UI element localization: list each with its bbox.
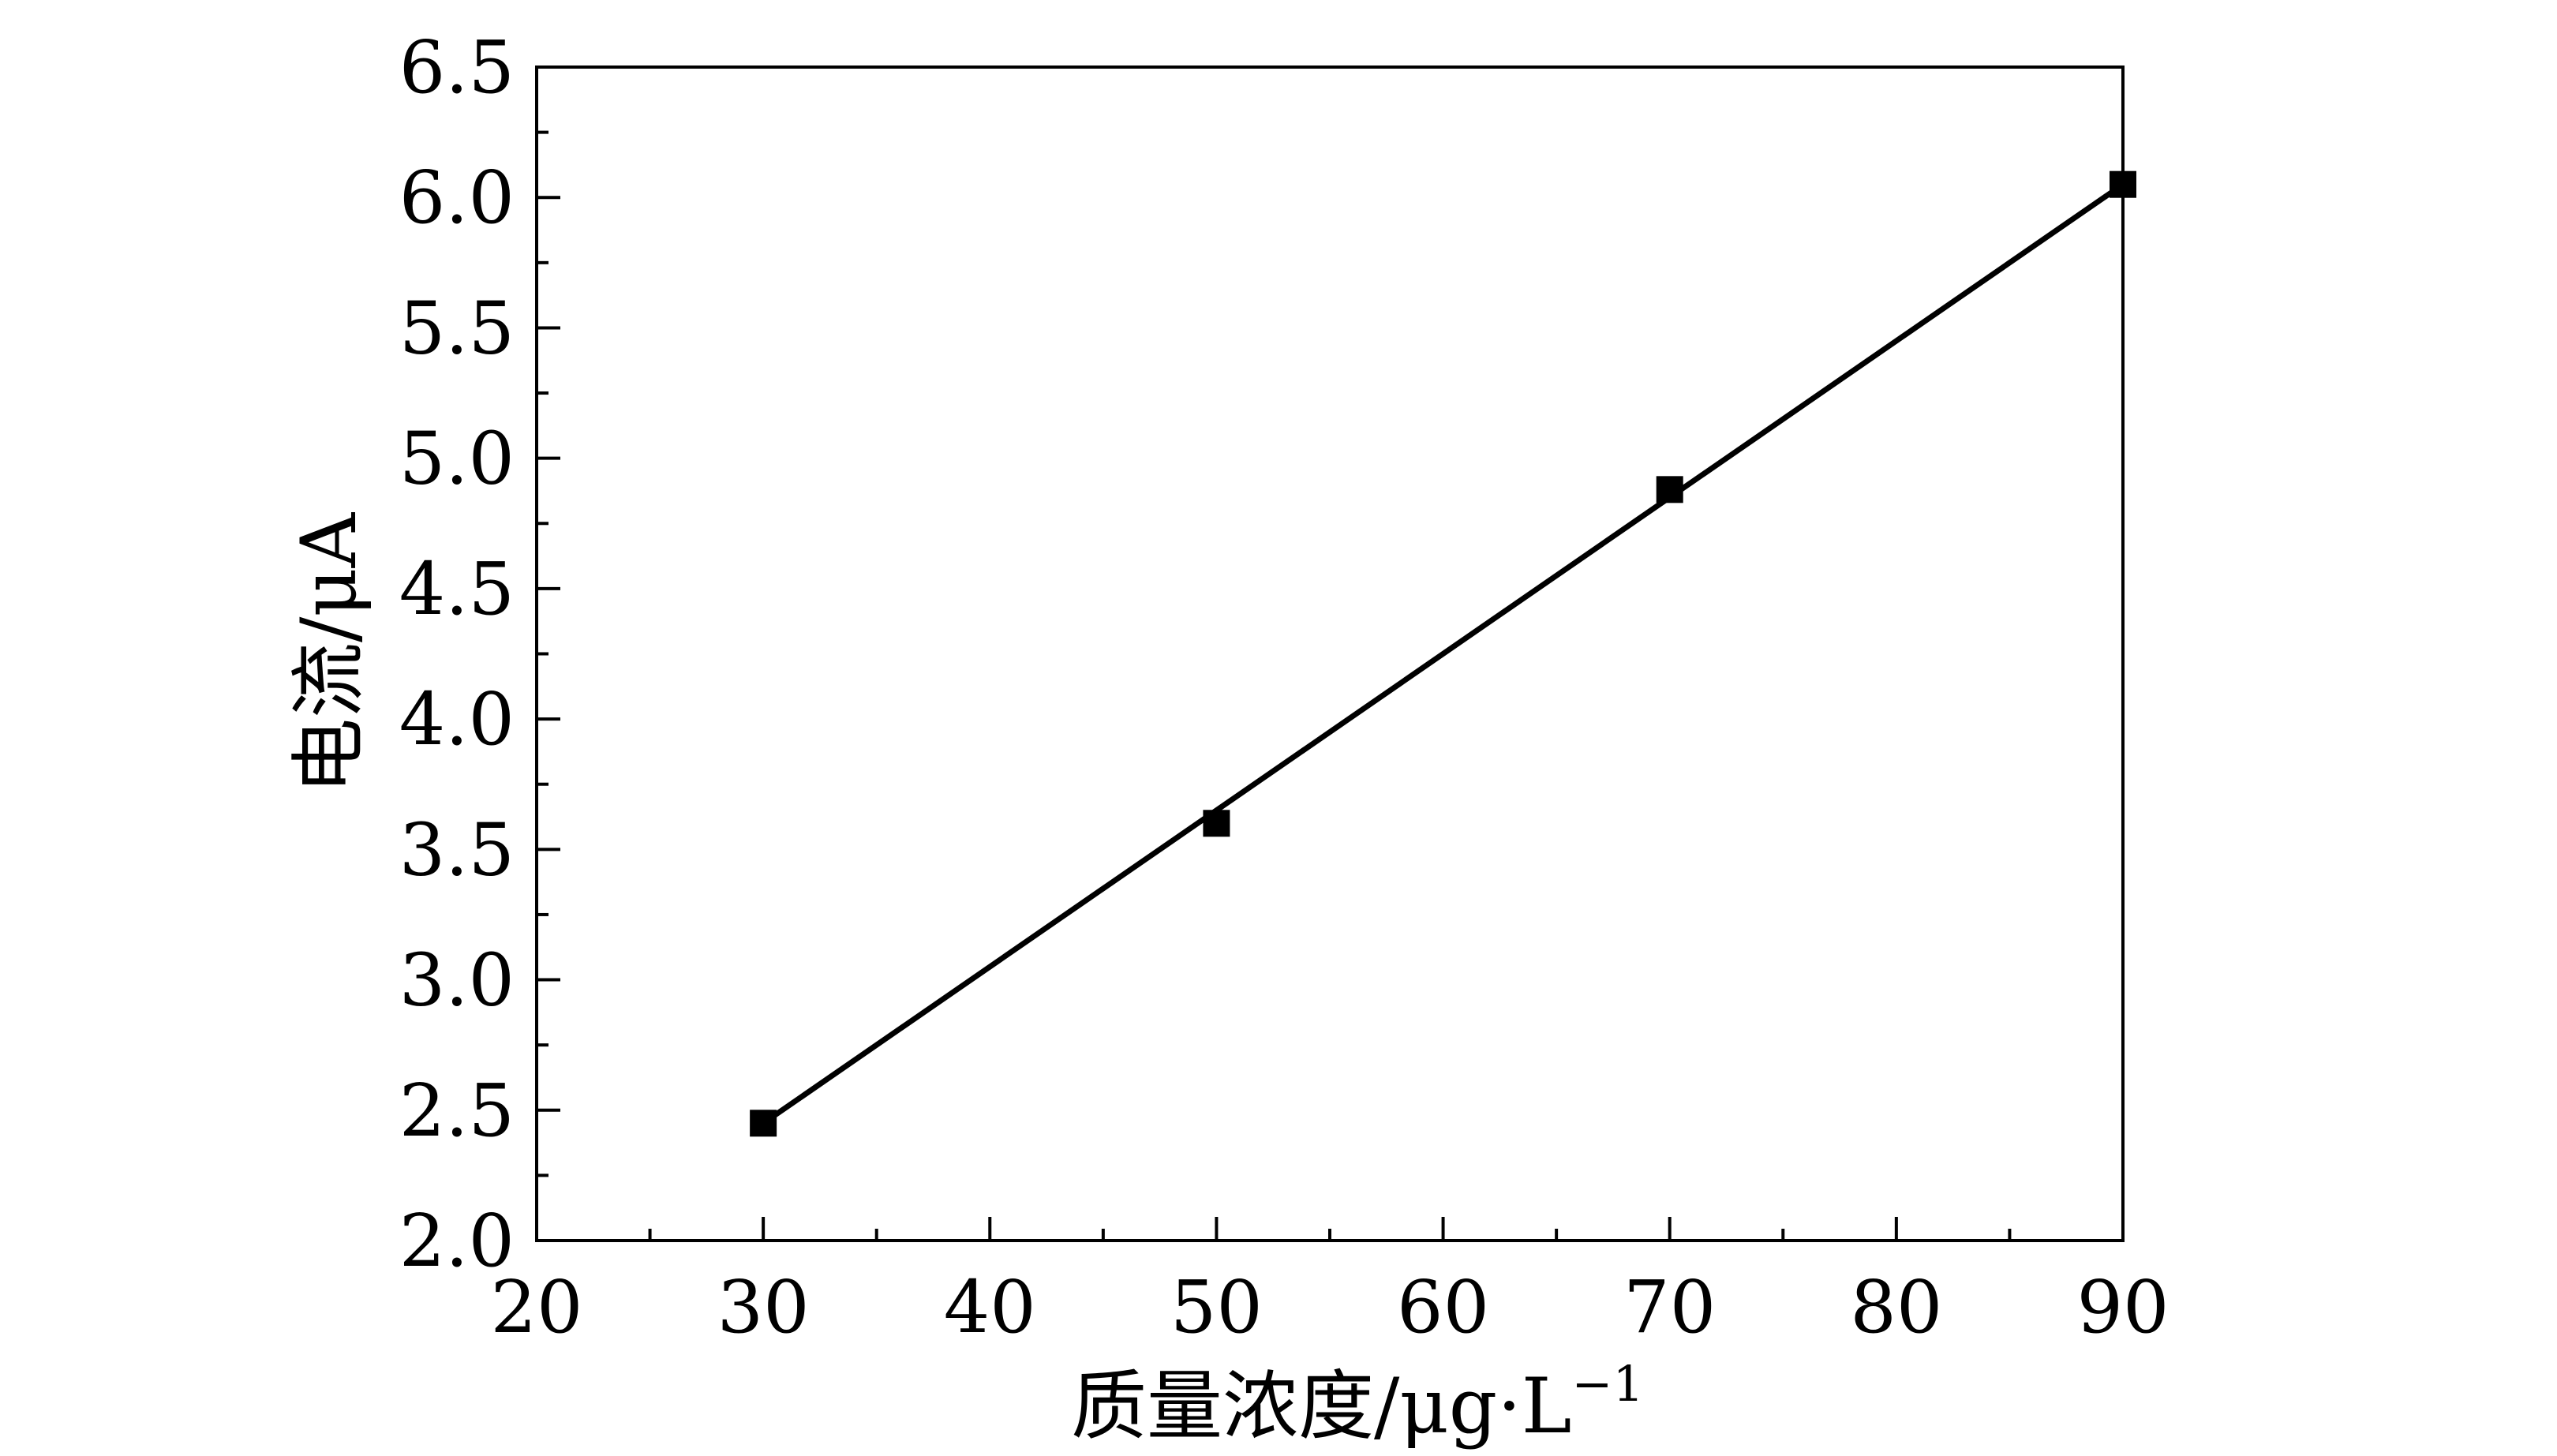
x-tick-label: 40 xyxy=(944,1265,1036,1349)
x-tick-label: 80 xyxy=(1850,1265,1942,1349)
y-tick-label: 6.0 xyxy=(399,155,515,240)
data-point-marker xyxy=(2110,170,2136,198)
x-tick-label: 30 xyxy=(717,1265,810,1349)
x-axis-tick-labels: 20 30 40 50 60 70 80 90 xyxy=(490,1265,2169,1349)
plot-frame xyxy=(535,66,2125,1242)
series-lines xyxy=(762,182,2125,1126)
x-axis-title: 质量浓度/μg·L−1 xyxy=(1071,1355,1644,1450)
x-tick-label: 50 xyxy=(1170,1265,1263,1349)
data-point-marker xyxy=(750,1110,777,1137)
y-tick-label: 4.0 xyxy=(399,677,515,762)
y-tick-label: 3.5 xyxy=(399,807,515,892)
y-tick-label: 5.0 xyxy=(399,417,515,501)
x-axis-ticks xyxy=(535,1217,2125,1241)
series-markers xyxy=(750,170,2136,1137)
y-tick-label: 5.5 xyxy=(399,286,515,370)
y-tick-label: 2.0 xyxy=(399,1199,515,1283)
data-point-marker xyxy=(1656,476,1683,503)
x-tick-label: 60 xyxy=(1397,1265,1489,1349)
y-axis-title: 电流/μA xyxy=(285,511,373,794)
x-tick-label: 70 xyxy=(1623,1265,1716,1349)
y-tick-label: 6.5 xyxy=(399,25,515,110)
x-tick-label: 20 xyxy=(490,1265,582,1349)
data-point-marker xyxy=(1203,810,1230,837)
y-tick-label: 2.5 xyxy=(399,1069,515,1153)
x-tick-label: 90 xyxy=(2076,1265,2169,1349)
y-axis-tick-labels: 2.0 2.5 3.0 3.5 4.0 4.5 5.0 5.5 6.0 6.5 xyxy=(399,25,515,1283)
y-tick-label: 4.5 xyxy=(399,547,515,631)
y-tick-label: 3.0 xyxy=(399,938,515,1023)
y-axis-ticks xyxy=(537,66,560,1242)
fit-line xyxy=(762,182,2125,1126)
